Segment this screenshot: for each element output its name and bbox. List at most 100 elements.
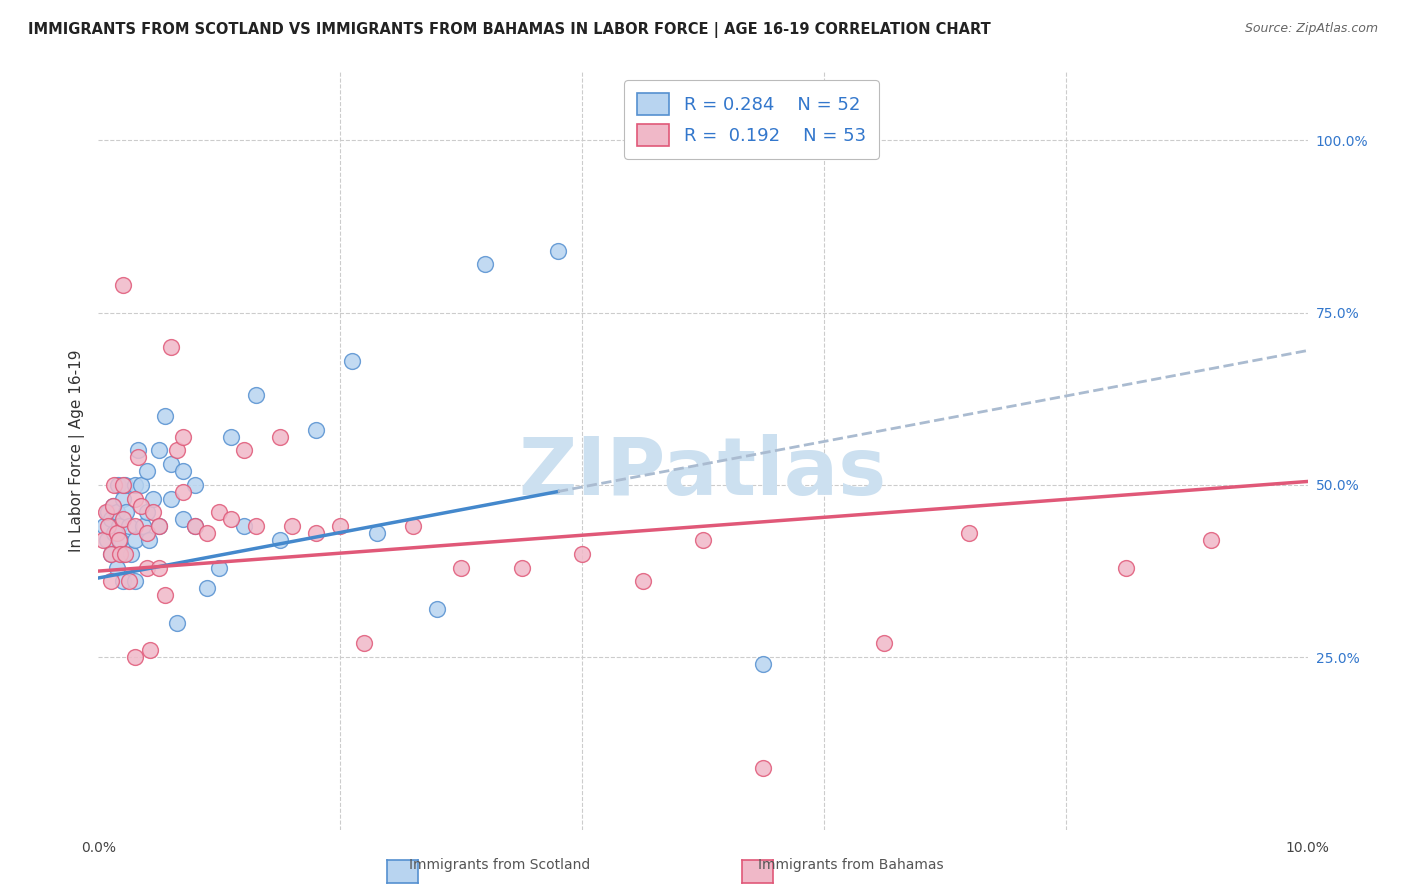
- Point: [135, 526, 157, 541]
- Point: [474, 257, 496, 271]
- Point: [184, 519, 207, 533]
- Point: [426, 602, 449, 616]
- Point: [108, 519, 131, 533]
- Point: [184, 478, 207, 492]
- Point: [93, 519, 115, 533]
- Point: [221, 430, 243, 444]
- Point: [148, 443, 170, 458]
- Point: [571, 547, 593, 561]
- Point: [129, 499, 152, 513]
- Point: [97, 519, 120, 533]
- Point: [148, 519, 170, 533]
- Point: [269, 430, 291, 444]
- Point: [172, 484, 194, 499]
- Point: [692, 533, 714, 547]
- Point: [873, 636, 896, 650]
- Point: [166, 443, 188, 458]
- Point: [245, 519, 267, 533]
- Point: [111, 478, 134, 492]
- Point: [1115, 560, 1137, 574]
- Point: [118, 574, 141, 589]
- Point: [124, 650, 146, 665]
- Point: [329, 519, 352, 533]
- Point: [160, 491, 183, 506]
- Point: [111, 512, 134, 526]
- Point: [107, 478, 129, 492]
- Point: [366, 526, 388, 541]
- Point: [124, 533, 146, 547]
- Point: [129, 478, 152, 492]
- Point: [172, 464, 194, 478]
- Point: [105, 526, 128, 541]
- Point: [957, 526, 980, 541]
- Point: [138, 533, 160, 547]
- Point: [148, 519, 170, 533]
- Point: [127, 443, 149, 458]
- Point: [111, 574, 134, 589]
- Point: [111, 547, 134, 561]
- Point: [101, 499, 124, 513]
- Point: [127, 450, 149, 465]
- Point: [153, 588, 176, 602]
- Point: [208, 560, 231, 574]
- Point: [342, 354, 364, 368]
- Point: [120, 547, 142, 561]
- Point: [142, 491, 165, 506]
- Point: [105, 506, 128, 520]
- Point: [94, 506, 117, 520]
- Point: [752, 760, 775, 774]
- Point: [108, 547, 131, 561]
- Y-axis label: In Labor Force | Age 16-19: In Labor Force | Age 16-19: [69, 349, 84, 552]
- Point: [510, 560, 533, 574]
- Point: [103, 526, 125, 541]
- Point: [124, 574, 146, 589]
- Point: [160, 457, 183, 471]
- Point: [115, 506, 138, 520]
- Point: [100, 547, 122, 561]
- Point: [269, 533, 291, 547]
- Point: [111, 278, 134, 293]
- Point: [547, 244, 569, 258]
- Point: [100, 512, 122, 526]
- Point: [153, 409, 176, 423]
- Point: [221, 512, 243, 526]
- Point: [208, 506, 231, 520]
- Point: [281, 519, 304, 533]
- Point: [172, 512, 194, 526]
- Point: [232, 519, 254, 533]
- Point: [232, 443, 254, 458]
- Point: [135, 506, 157, 520]
- Point: [160, 340, 183, 354]
- Point: [91, 533, 114, 547]
- Point: [195, 582, 218, 596]
- Point: [101, 499, 124, 513]
- Point: [166, 615, 188, 630]
- Point: [305, 526, 328, 541]
- Point: [114, 478, 136, 492]
- Point: [100, 574, 122, 589]
- Point: [195, 526, 218, 541]
- Point: [1199, 533, 1222, 547]
- Text: IMMIGRANTS FROM SCOTLAND VS IMMIGRANTS FROM BAHAMAS IN LABOR FORCE | AGE 16-19 C: IMMIGRANTS FROM SCOTLAND VS IMMIGRANTS F…: [28, 22, 991, 38]
- Point: [96, 533, 118, 547]
- Point: [108, 533, 131, 547]
- Point: [142, 506, 165, 520]
- Text: ZIPatlas: ZIPatlas: [519, 434, 887, 512]
- Point: [139, 643, 162, 657]
- Point: [100, 547, 122, 561]
- Point: [114, 547, 136, 561]
- Point: [135, 464, 157, 478]
- Point: [450, 560, 472, 574]
- Point: [103, 478, 125, 492]
- Point: [124, 478, 146, 492]
- Point: [108, 533, 131, 547]
- Text: Source: ZipAtlas.com: Source: ZipAtlas.com: [1244, 22, 1378, 36]
- Point: [631, 574, 654, 589]
- Point: [118, 519, 141, 533]
- Point: [752, 657, 775, 672]
- Point: [245, 388, 267, 402]
- Point: [105, 560, 128, 574]
- Point: [353, 636, 375, 650]
- Point: [124, 491, 146, 506]
- Text: Immigrants from Bahamas: Immigrants from Bahamas: [758, 858, 943, 872]
